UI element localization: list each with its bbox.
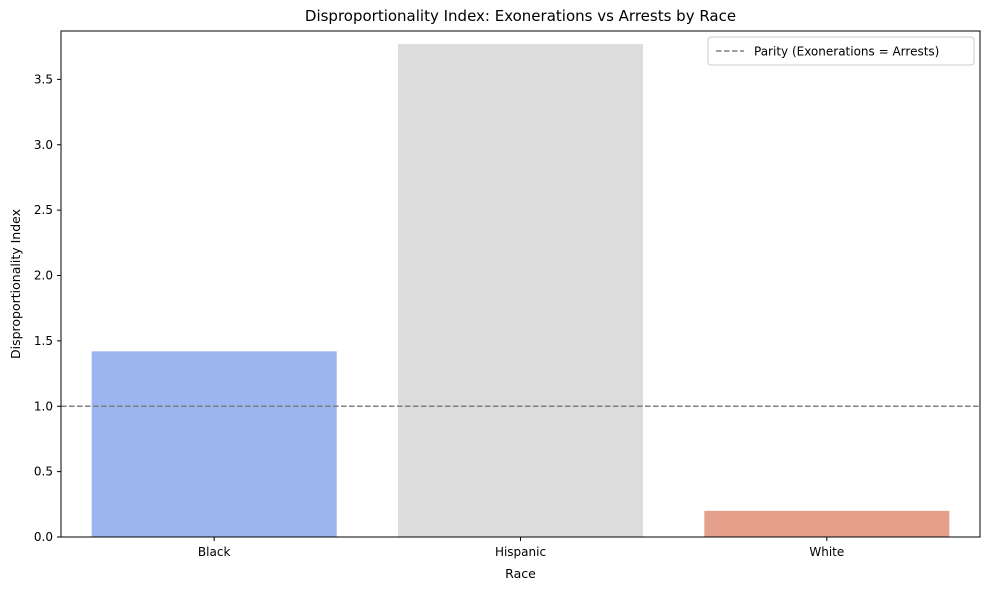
bar-hispanic — [397, 44, 644, 537]
bar-black — [91, 351, 337, 537]
legend-entry-parity: Parity (Exonerations = Arrests) — [754, 45, 939, 59]
legend-box — [707, 36, 975, 66]
y-tick-label: 3.5 — [34, 72, 53, 86]
legend: Parity (Exonerations = Arrests) — [707, 36, 975, 66]
x-axis-label: Race — [505, 566, 536, 581]
y-tick-label: 1.5 — [34, 334, 53, 348]
y-tick-label: 1.0 — [34, 399, 53, 413]
y-tick-label: 0.5 — [34, 465, 53, 479]
y-tick-label: 3.0 — [34, 138, 53, 152]
y-tick-label: 2.0 — [34, 269, 53, 283]
bars-layer — [91, 44, 950, 537]
x-tick-label-hispanic: Hispanic — [495, 545, 546, 559]
x-axis: Black Hispanic White — [198, 537, 844, 559]
x-tick-label-black: Black — [198, 545, 231, 559]
x-tick-label-white: White — [809, 545, 844, 559]
y-tick-label: 2.5 — [34, 203, 53, 217]
y-tick-label: 0.0 — [34, 530, 53, 544]
bar-white — [704, 510, 950, 537]
y-axis: 0.0 0.5 1.0 1.5 2.0 2.5 3.0 3.5 — [34, 72, 61, 544]
chart-title: Disproportionality Index: Exonerations v… — [305, 7, 736, 25]
y-axis-label: Disproportionality Index — [8, 209, 23, 359]
